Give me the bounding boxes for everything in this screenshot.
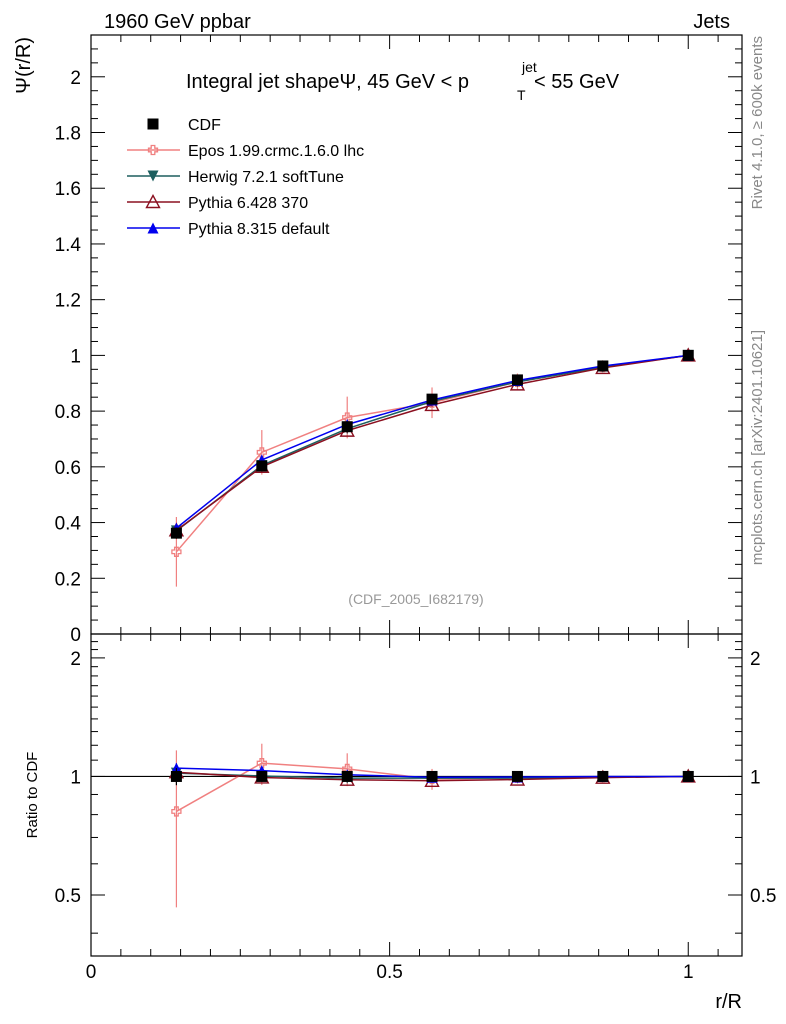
x-tick-label: 0.5 (376, 962, 402, 983)
ratio-tick-label-right: 2 (750, 649, 761, 670)
ratio-point (597, 770, 609, 782)
legend-label: Pythia 8.315 default (188, 221, 330, 238)
data-point (256, 460, 268, 472)
mcplots-label: mcplots.cern.ch [arXiv:2401.10621] (749, 330, 766, 565)
ratio-point (170, 770, 182, 782)
header-right: Jets (693, 11, 730, 33)
ratio-point (426, 770, 438, 782)
legend-label: Pythia 6.428 370 (188, 195, 308, 212)
legend-marker (145, 194, 161, 209)
y-tick-label: 1.6 (55, 179, 81, 200)
main-series-group (168, 347, 696, 587)
chart-title-tail: < 55 GeV (534, 71, 620, 93)
rivet-label: Rivet 4.1.0, ≥ 600k events (749, 36, 766, 209)
ratio-point (682, 770, 694, 782)
y-tick-label: 1.2 (55, 291, 81, 312)
x-tick-label: 1 (683, 962, 694, 983)
y-tick-label: 0.8 (55, 402, 81, 423)
ratio-tick-label-left: 0.5 (55, 886, 81, 907)
data-point (341, 421, 353, 433)
legend-item-pythia-6-428-370: Pythia 6.428 370 (127, 194, 308, 212)
series-line (175, 354, 689, 553)
ratio-series-group (168, 743, 696, 908)
y-tick-label: 1 (70, 346, 81, 367)
chart-title-sub: T (517, 87, 526, 103)
ratio-epos-1-99-crmc-1-6-0-lhc (171, 743, 694, 908)
series-pythia-8-315-default (170, 349, 694, 534)
series-cdf (170, 349, 694, 539)
data-point (171, 546, 182, 557)
legend-marker (147, 222, 159, 234)
y-tick-label: 1.8 (55, 124, 81, 145)
ratio-point (256, 770, 268, 782)
axis-ticks: 0 0.2 0.4 0.6 0.8 1 1.2 1.4 1.6 1.8 2 0 0.5 1 0.5 0.5 1 1… (55, 35, 776, 983)
series-line (175, 354, 689, 529)
data-point (511, 374, 523, 386)
legend-marker (147, 170, 159, 182)
legend-item-herwig-7-2-1-softtune: Herwig 7.2.1 softTune (127, 169, 344, 186)
y-tick-label: 0.2 (55, 569, 81, 590)
legend-label: CDF (188, 117, 221, 134)
ratio-cdf (170, 768, 694, 786)
ratio-plot-frame (90, 633, 743, 957)
ratio-tick-label-left: 2 (70, 649, 81, 670)
legend-marker (147, 144, 159, 156)
ratio-point (256, 757, 267, 769)
chart-title-main: Integral jet shapeΨ, 45 GeV < p (186, 71, 469, 93)
legend-item-pythia-8-315-default: Pythia 8.315 default (127, 221, 330, 238)
series-pythia-6-428-370 (168, 347, 696, 537)
series-herwig-7-2-1-softtune (170, 349, 694, 537)
data-point (597, 360, 609, 372)
y-axis-label: Ψ(r/R) (13, 37, 35, 94)
data-point (426, 393, 438, 405)
x-axis-label: r/R (715, 991, 742, 1013)
series-line (175, 354, 689, 532)
y-tick-label: 1.4 (55, 235, 82, 256)
ratio-y-axis-label: Ratio to CDF (24, 752, 41, 839)
data-point (256, 447, 267, 458)
y-tick-label: 2 (70, 68, 81, 89)
legend-label: Herwig 7.2.1 softTune (188, 169, 344, 186)
y-tick-label: 0 (70, 625, 81, 646)
ratio-tick-label-right: 1 (750, 767, 761, 788)
series-line (175, 354, 689, 531)
ratio-tick-label-right: 0.5 (750, 886, 776, 907)
y-tick-label: 0.6 (55, 458, 81, 479)
legend: CDF Epos 1.99.crmc.1.6.0 lhc Herwig 7.2.1 … (127, 117, 364, 238)
x-tick-label: 0 (86, 962, 97, 983)
data-point (170, 527, 182, 539)
ratio-point (511, 770, 523, 782)
header-left: 1960 GeV ppbar (104, 11, 251, 33)
legend-marker (147, 118, 159, 130)
data-point (682, 349, 694, 361)
legend-item-epos-1-99-crmc-1-6-0-lhc: Epos 1.99.crmc.1.6.0 lhc (127, 143, 364, 160)
ratio-point (341, 770, 353, 782)
analysis-id: (CDF_2005_I682179) (348, 591, 483, 607)
y-tick-label: 0.4 (55, 514, 82, 535)
ratio-point (171, 806, 182, 817)
legend-label: Epos 1.99.crmc.1.6.0 lhc (188, 143, 364, 160)
legend-item-cdf: CDF (147, 117, 221, 134)
ratio-tick-label-left: 1 (70, 767, 81, 788)
chart-title: Integral jet shapeΨ, 45 GeV < p (186, 71, 469, 93)
chart-title-sup: jet (521, 59, 537, 75)
